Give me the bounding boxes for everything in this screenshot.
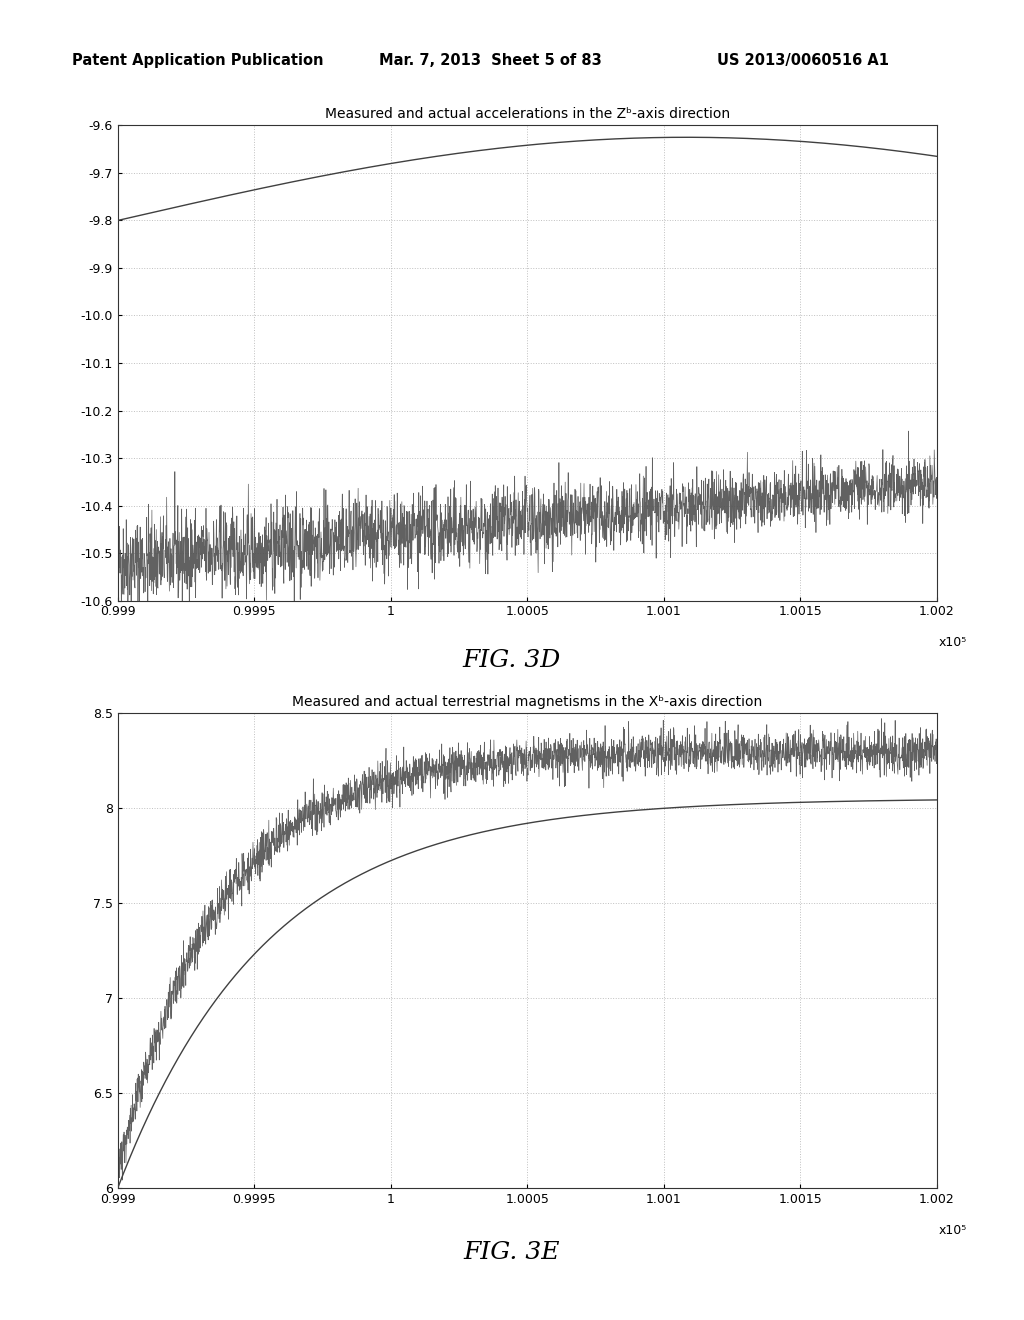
- Text: Mar. 7, 2013  Sheet 5 of 83: Mar. 7, 2013 Sheet 5 of 83: [379, 53, 602, 67]
- Text: x10⁵: x10⁵: [939, 636, 967, 649]
- Text: Patent Application Publication: Patent Application Publication: [72, 53, 324, 67]
- Text: FIG. 3D: FIG. 3D: [463, 649, 561, 672]
- Title: Measured and actual accelerations in the Zᵇ-axis direction: Measured and actual accelerations in the…: [325, 107, 730, 121]
- Text: x10⁵: x10⁵: [939, 1224, 967, 1237]
- Text: FIG. 3E: FIG. 3E: [464, 1241, 560, 1263]
- Title: Measured and actual terrestrial magnetisms in the Xᵇ-axis direction: Measured and actual terrestrial magnetis…: [292, 694, 763, 709]
- Text: US 2013/0060516 A1: US 2013/0060516 A1: [717, 53, 889, 67]
